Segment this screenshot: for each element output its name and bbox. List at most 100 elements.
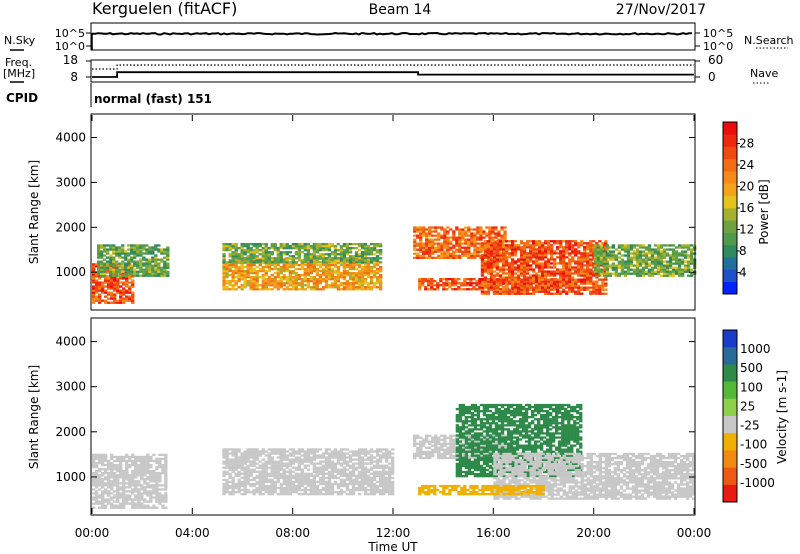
echo-cell: [246, 448, 250, 451]
echo-cell: [240, 456, 244, 459]
echo-cell: [593, 270, 597, 273]
echo-cell: [116, 301, 120, 304]
echo-cell: [303, 267, 307, 271]
echo-cell: [255, 280, 259, 283]
echo-cell: [443, 228, 447, 231]
echo-cell: [460, 282, 464, 285]
echo-cell: [149, 494, 153, 497]
echo-cell: [306, 480, 310, 484]
echo-cell: [92, 277, 96, 280]
echo-cell: [476, 250, 480, 253]
echo-cell: [119, 476, 123, 479]
echo-cell: [119, 504, 123, 507]
echo-cell: [516, 244, 521, 247]
echo-cell: [249, 263, 253, 267]
echo-cell: [234, 253, 238, 256]
echo-cell: [501, 282, 506, 285]
echo-cell: [225, 276, 229, 279]
echo-cell: [282, 276, 286, 279]
echo-cell: [422, 230, 426, 233]
echo-cell: [318, 491, 323, 494]
echo-cell: [635, 264, 640, 267]
echo-cell: [354, 257, 359, 261]
echo-cell: [529, 256, 533, 259]
echo-cell: [222, 452, 226, 455]
echo-cell: [583, 246, 587, 249]
echo-cell: [119, 295, 123, 298]
echo-cell: [345, 464, 350, 467]
echo-cell: [92, 502, 96, 505]
echo-cell: [270, 466, 274, 469]
echo-cell: [324, 259, 329, 262]
echo-cell: [258, 243, 262, 246]
echo-cell: [297, 476, 301, 480]
echo-cell: [315, 468, 319, 471]
echo-cell: [231, 288, 235, 291]
echo-cell: [495, 254, 500, 257]
echo-cell: [482, 230, 486, 233]
echo-cell: [486, 290, 491, 293]
echo-cell: [586, 274, 590, 277]
echo-cell: [288, 255, 292, 258]
echo-cell: [137, 480, 141, 483]
echo-cell: [345, 269, 350, 273]
echo-cell: [342, 276, 347, 279]
echo-cell: [119, 470, 123, 473]
echo-cell: [425, 244, 429, 247]
echo-cell: [258, 474, 262, 477]
echo-cell: [611, 264, 615, 267]
echo-cell: [541, 280, 545, 283]
echo-cell: [104, 463, 108, 467]
echo-cell: [467, 228, 471, 231]
echo-cell: [92, 465, 96, 469]
echo-cell: [92, 275, 96, 278]
echo-cell: [479, 230, 483, 233]
echo-cell: [101, 461, 105, 465]
echo-cell: [249, 448, 253, 451]
echo-cell: [571, 258, 575, 261]
echo-cell: [98, 287, 102, 290]
echo-cell: [279, 456, 283, 459]
echo-cell: [489, 250, 494, 253]
echo-cell: [240, 261, 244, 264]
echo-cell: [97, 250, 101, 253]
echo-cell: [629, 272, 634, 275]
echo-cell: [339, 488, 344, 492]
echo-cell: [151, 260, 155, 263]
echo-cell: [644, 272, 649, 275]
echo-cell: [330, 274, 335, 277]
echo-cell: [327, 286, 332, 289]
echo-cell: [270, 478, 274, 482]
echo-cell: [473, 254, 477, 257]
echo-cell: [163, 260, 167, 263]
echo-cell: [318, 468, 323, 471]
echo-cell: [430, 284, 434, 287]
echo-cell: [345, 460, 350, 463]
echo-cell: [95, 285, 99, 288]
echo-cell: [659, 270, 664, 273]
echo-cell: [467, 238, 471, 241]
echo-cell: [128, 297, 132, 300]
echo-cell: [116, 470, 120, 473]
echo-cell: [101, 498, 105, 501]
echo-cell: [623, 270, 628, 273]
echo-cell: [677, 258, 682, 261]
echo-cell: [525, 252, 530, 255]
echo-cell: [638, 274, 643, 277]
echo-cell: [351, 247, 356, 250]
echo-cell: [519, 248, 524, 251]
echo-cell: [503, 230, 507, 233]
echo-cell: [428, 240, 432, 243]
echo-cell: [428, 228, 432, 231]
echo-cell: [291, 474, 295, 477]
echo-cell: [104, 285, 108, 288]
echo-cell: [498, 260, 503, 263]
echo-cell: [246, 468, 250, 471]
echo-cell: [285, 251, 289, 254]
echo-cell: [525, 292, 530, 295]
echo-cell: [360, 267, 365, 271]
echo-cell: [464, 226, 468, 229]
echo-cell: [146, 463, 150, 467]
echo-cell: [562, 274, 566, 277]
